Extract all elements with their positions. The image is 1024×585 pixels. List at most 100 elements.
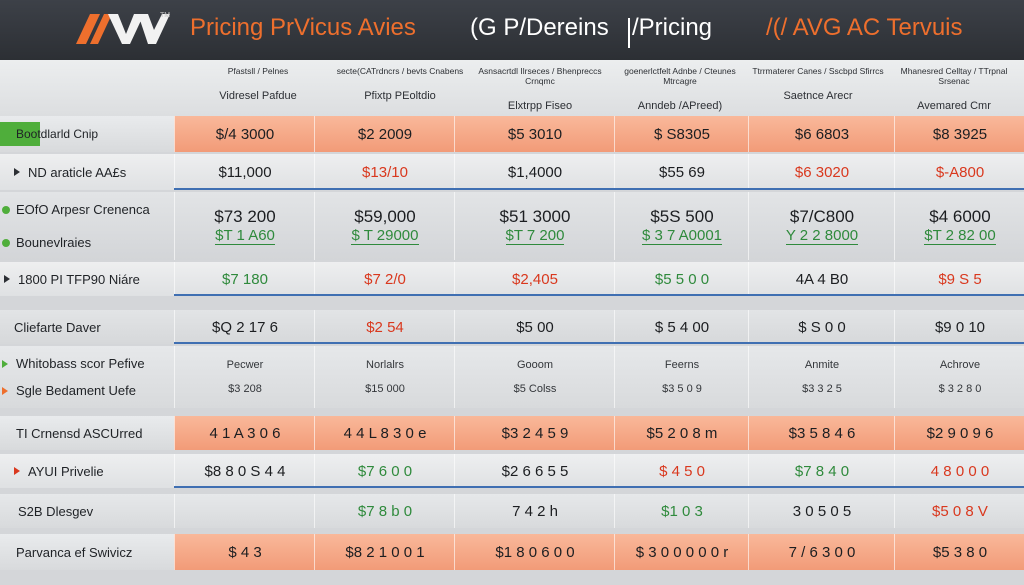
- cell-value: $55 69: [659, 163, 705, 181]
- column-name-4: Anndeb /APreed): [637, 100, 723, 112]
- column-header-5[interactable]: Ttrrmaterer Canes / Sscbpd Sfirrcs Saetn…: [748, 66, 888, 102]
- green-tab-marker: [0, 122, 40, 146]
- cell-subvalue: $15 000: [365, 383, 405, 395]
- column-header-2[interactable]: secte(CATrdncrs / bevts Cnabens Pfixtp P…: [330, 66, 470, 102]
- cell-value: Gooom: [516, 359, 554, 371]
- cell-value: Pecwer: [226, 359, 264, 371]
- table-row-pitfpo[interactable]: 1800 PI TFP90 Niáre $7 180 $7 2/0 $2,405…: [0, 262, 1024, 296]
- cell: $1,4000: [454, 154, 615, 190]
- row-label-text: ND araticle AA£s: [28, 164, 127, 180]
- cell-value: $6 6803: [794, 125, 850, 143]
- table-row-parvanca[interactable]: Parvanca ef Swivicz $ 4 3 $8 2 1 0 0 1 $…: [0, 534, 1024, 570]
- cell-value: $/4 3000: [215, 125, 275, 143]
- cell: 4 8 0 0 0: [894, 454, 1024, 488]
- cell-value: $-A800: [935, 163, 985, 181]
- column-sub-3: Asnsacrtdl Ilrseces / Bhenpreccs Crnqmc: [478, 66, 602, 86]
- cell: $7/C800 Y 2 2 8000: [748, 192, 895, 260]
- cell-subvalue: $T 7 200: [505, 227, 565, 245]
- column-name-3: Elxtrpp Fiseo: [507, 100, 573, 112]
- cell: $59,000 $ T 29000: [314, 192, 455, 260]
- title-part-4: /(/ AVG AC Tervuis: [766, 14, 963, 41]
- row-label: Bootdlarld Cnip: [0, 116, 174, 152]
- column-name-5: Saetnce Arecr: [783, 90, 853, 102]
- cell: $7 8 b 0: [314, 494, 455, 528]
- cell-value: $11,000: [218, 163, 272, 181]
- cell: $5 3 8 0: [894, 534, 1024, 570]
- cell: $1 8 0 6 0 0: [454, 534, 615, 570]
- row-label-text: Whitobass scor Pefive: [16, 356, 145, 371]
- cell-subvalue: $ T 29000: [351, 227, 419, 245]
- row-label-text: Sgle Bedament Uefe: [16, 383, 136, 398]
- cell: $2 9 0 9 6: [894, 416, 1024, 450]
- cell-value: $ 4 5 0: [659, 462, 705, 480]
- column-name-1: Vidresel Pafdue: [219, 90, 297, 102]
- bullet-arrow-icon: [4, 275, 10, 283]
- cell: 7 4 2 h: [454, 494, 615, 528]
- cell-value: $2 9 0 9 6: [926, 424, 994, 442]
- column-sub-1: Pfastsll / Pelnes: [227, 66, 289, 76]
- green-dot-icon: [2, 205, 10, 214]
- cell-value: $51 3000: [499, 207, 571, 226]
- cell: 4 1 A 3 0 6: [174, 416, 315, 450]
- cell-value: $1 0 3: [661, 502, 703, 520]
- table-row-avi-privelie[interactable]: AYUI Privelie $8 8 0 S 4 4 $7 6 0 0 $2 6…: [0, 454, 1024, 488]
- cell-value: $8 3925: [932, 125, 988, 143]
- cell-value: $Q 2 17 6: [212, 318, 278, 336]
- table-row-eofo[interactable]: EOfO Arpesr Crenenca Bounevlraies $73 20…: [0, 192, 1024, 260]
- cell-value: $5 0 8 V: [932, 502, 988, 520]
- cell-value: $5 2 0 8 m: [646, 424, 718, 442]
- column-header-1[interactable]: Pfastsll / Pelnes Vidresel Pafdue: [188, 66, 328, 102]
- cell-value: $1 8 0 6 0 0: [495, 543, 575, 561]
- cell-subvalue: $T 2 82 00: [924, 227, 996, 245]
- cell-value: 4 1 A 3 0 6: [209, 424, 281, 442]
- column-sub-6: Mhanesred Celltay / TTrpnal Srsenac: [900, 66, 1008, 86]
- grid-line: [174, 188, 1024, 190]
- column-header-6[interactable]: Mhanesred Celltay / TTrpnal Srsenac Avem…: [884, 66, 1024, 112]
- cell-value: $5S 500: [650, 207, 714, 226]
- cell: $3 5 8 4 6: [748, 416, 895, 450]
- table-row-s2b-dlesgev[interactable]: S2B Dlesgev $7 8 b 0 7 4 2 h $1 0 3 3 0 …: [0, 494, 1024, 528]
- row-label-text: 1800 PI TFP90 Niáre: [18, 271, 140, 287]
- cell-value: $ 5 4 00: [654, 318, 710, 336]
- cell-value: $2 2009: [357, 125, 413, 143]
- cell: $73 200 $T 1 A60: [174, 192, 315, 260]
- table-row-nd-article[interactable]: ND araticle AA£s $11,000 $13/10 $1,4000 …: [0, 154, 1024, 190]
- column-header-3[interactable]: Asnsacrtdl Ilrseces / Bhenpreccs Crnqmc …: [470, 66, 610, 112]
- table-row-tcmensd[interactable]: TI Crnensd ASCUrred 4 1 A 3 0 6 4 4 L 8 …: [0, 416, 1024, 450]
- cell-value: $7 2/0: [364, 270, 406, 288]
- cell-value: $5 3010: [507, 125, 563, 143]
- row-label: Cliefarte Daver: [0, 310, 188, 344]
- table-row-cefarte[interactable]: Cliefarte Daver $Q 2 17 6 $2 54 $5 00 $ …: [0, 310, 1024, 344]
- cell-subvalue: $ 3 2 8 0: [938, 383, 982, 395]
- cell-value: Anmite: [804, 359, 840, 371]
- table-row-bootstrap[interactable]: Bootdlarld Cnip $/4 3000 $2 2009 $5 3010…: [0, 116, 1024, 152]
- cell: 3 0 5 0 5: [748, 494, 895, 528]
- cell: $ S8305: [614, 116, 749, 152]
- cell-value: $59,000: [354, 207, 416, 226]
- cell-value: 3 0 5 0 5: [792, 502, 852, 520]
- cell-value: 4 8 0 0 0: [930, 462, 990, 480]
- cell-value: $ 4 3: [228, 543, 262, 561]
- cell: $/4 3000: [174, 116, 315, 152]
- cell: $3 2 4 5 9: [454, 416, 615, 450]
- row-label-text: TI Crnensd ASCUrred: [16, 425, 143, 441]
- cell: $7 8 4 0: [748, 454, 895, 488]
- column-sub-5: Ttrrmaterer Canes / Sscbpd Sfirrcs: [752, 66, 884, 76]
- column-header-4[interactable]: goenerlctfelt Adnbe / Cteunes Mtrcagre A…: [610, 66, 750, 112]
- cell-value: $5 5 0 0: [654, 270, 710, 288]
- cell-subvalue: $3 5 0 9: [662, 383, 702, 395]
- cell: $8 3925: [894, 116, 1024, 152]
- grid-line: [174, 342, 1024, 344]
- cell-value: $1,4000: [507, 163, 563, 181]
- cell: $ 4 5 0: [614, 454, 749, 488]
- row-label: Whitobass scor Pefive Sgle Bedament Uefe: [0, 346, 176, 408]
- cell-subvalue: $3 208: [228, 383, 262, 395]
- cell: $9 S 5: [894, 262, 1024, 296]
- cell: $7 180: [174, 262, 315, 296]
- cell: $13/10: [314, 154, 455, 190]
- row-label: S2B Dlesgev: [0, 494, 192, 528]
- column-name-2: Pfixtp PEoltdio: [364, 90, 436, 102]
- cell-value: Feerns: [664, 359, 700, 371]
- cell-subvalue: $5 Colss: [513, 383, 557, 395]
- table-row-whitobass[interactable]: Whitobass scor Pefive Sgle Bedament Uefe…: [0, 346, 1024, 408]
